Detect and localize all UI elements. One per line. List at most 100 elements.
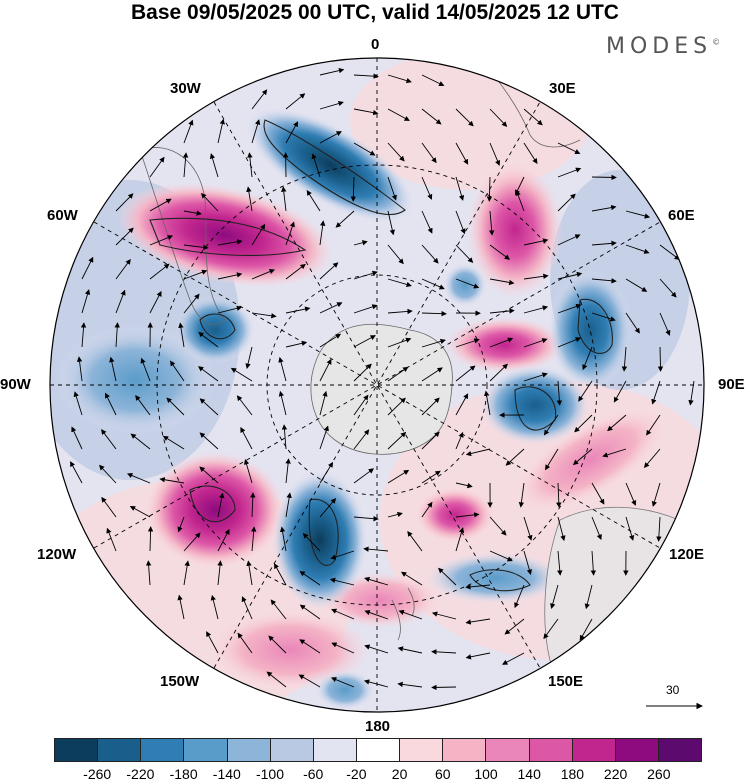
wind-vector-arrow [353,468,375,484]
wind-vector-arrow [455,393,469,416]
wind-vector-arrow [387,469,410,484]
anomaly-negative-10w [245,107,415,223]
colorbar-swatch [529,739,573,761]
wind-vector-arrow [656,516,662,542]
wind-vector-arrow [183,293,200,314]
wind-vector-arrow [591,278,617,284]
lon-label-180: 180 [365,718,391,735]
wind-vector-arrow [607,414,627,432]
wind-vector-arrow [387,511,403,518]
anomaly-positive-40e [467,162,563,298]
wind-vector-arrow [523,550,532,575]
wind-vector-arrow [657,346,664,372]
wind-vector-arrow [145,560,152,586]
wind-vector-arrow [484,390,491,416]
colorbar-swatch [270,739,314,761]
wind-vector-arrow [387,210,395,236]
wind-vector-arrow [643,448,661,468]
wind-vector-arrow [421,142,437,164]
wind-vector-arrow [106,527,117,552]
colorbar-swatch [615,739,659,761]
wind-vector-arrow [115,227,134,246]
wind-vector-arrow [353,304,378,314]
wind-vector-arrow [387,176,397,201]
anomaly-negative-150w [272,470,368,610]
wind-vector-arrow [319,498,337,518]
lon-label-150w: 150W [160,673,200,690]
wind-vector-arrow [245,346,253,369]
wind-vector-arrow [130,433,151,450]
wind-vector-arrow [183,560,190,586]
wind-vector-arrow [140,357,151,382]
wind-vector-arrow [582,346,593,371]
wind-vector-arrow [572,448,593,466]
figure-title: Base 09/05/2025 00 UTC, valid 14/05/2025… [131,1,619,24]
wind-vector-arrow [105,392,117,416]
wind-vector-arrow [557,516,566,542]
wind-vector-arrow [557,550,563,576]
wind-vector-arrow [177,594,185,620]
wind-vector-arrow [149,290,162,314]
colorbar-tick-label: -60 [303,766,324,782]
wind-vector-arrow [135,394,151,416]
lon-label-90w: 90W [0,376,31,393]
wind-vector-arrow [421,431,440,450]
wind-vector-arrow [217,560,223,586]
wind-vector-arrow [250,492,256,518]
wind-vector-arrow [285,263,306,280]
wind-vector-arrow [489,108,508,127]
wind-vector-arrow [489,278,515,286]
wind-vector-arrow [209,153,219,178]
colorbar-tick-label: -100 [255,766,285,782]
wind-vector-arrow [166,397,185,416]
wind-vector-arrow [126,473,151,484]
wind-vector-arrow [625,312,640,334]
colorbar-ticks: -260 -220 -180 -140 -100 -60 -20 20 60 100 140 180 2… [0,766,750,783]
colorbar-swatch [313,739,357,761]
wind-vector-arrow [101,496,117,518]
wind-vector-arrow [266,671,287,688]
colorbar-tick-label: 100 [474,766,498,782]
wind-vector-arrow [81,256,94,280]
colorbar-swatch [184,739,228,761]
wind-vector-arrow [319,461,334,484]
wind-vector-arrow [364,644,389,654]
wind-vector-arrow [489,308,515,314]
wind-vector-arrow [319,131,342,144]
wind-vector-arrow [591,240,617,247]
wind-vector-arrow [178,322,185,348]
wind-vector-arrow [217,118,225,144]
wind-vector-arrow [281,424,288,450]
anomaly-positive-150e [415,487,495,543]
wind-vector-arrow [364,610,389,620]
wind-vector-arrow [251,89,268,110]
wind-vector-arrow [183,269,208,280]
wind-vector-arrow [98,464,117,484]
wind-vector-arrow [353,363,372,382]
wind-vector-arrow [659,244,680,260]
wind-vector-arrow [363,679,389,688]
wind-vector-arrow [217,492,225,518]
wind-vector-arrow [319,333,342,348]
colorbar-swatch [443,739,487,761]
wind-vector-arrow [557,337,582,348]
wind-vector-arrow [523,305,549,314]
wind-vector-arrow [557,234,581,246]
wind-vector-arrow [241,596,253,620]
wind-vector-arrow [281,186,287,212]
wind-vector-arrow [330,550,355,560]
wind-vector-arrow [298,674,321,688]
wind-vector-arrow [236,395,253,416]
wind-vector-arrow [584,584,593,610]
lon-label-30w: 30W [170,80,201,97]
wind-vector-arrow [518,482,525,508]
anomaly-negative-70e [548,270,632,390]
wind-vector-arrow [251,119,261,144]
wind-vector-arrow [591,516,602,541]
colorbar-swatch [227,739,271,761]
wind-vector-arrow [71,426,83,450]
wind-vector-arrow [230,367,253,382]
wind-vector-arrow [523,372,548,382]
south-america [139,147,226,326]
